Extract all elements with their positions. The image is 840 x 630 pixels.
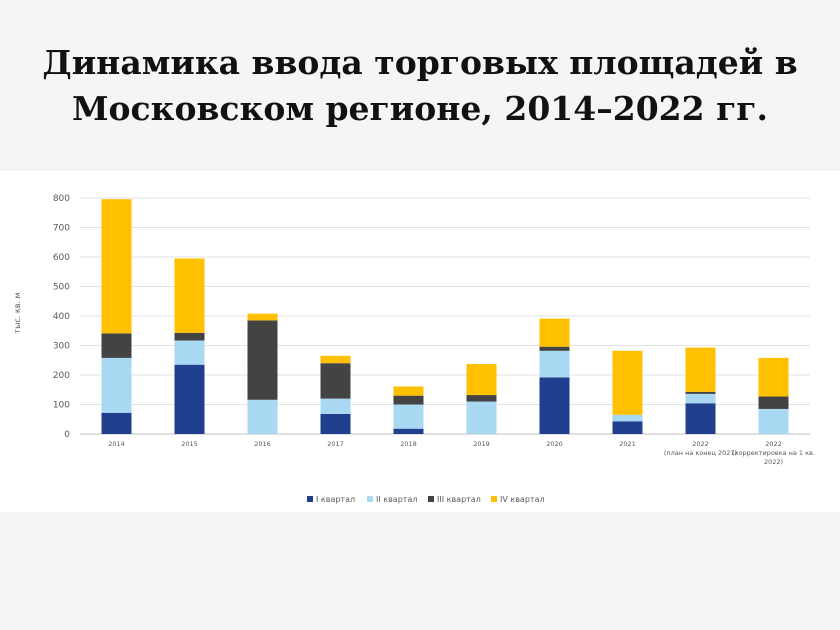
bar-segment — [393, 395, 424, 405]
bar-segment — [174, 364, 205, 434]
bar-segment — [320, 355, 351, 364]
bar-segment — [466, 364, 497, 396]
x-axis-ticks: 2014 2015 2016 2017 2018 2019 2020 2021 2022(пла… — [108, 440, 815, 466]
bar-segment — [539, 346, 570, 351]
bar-segment — [758, 357, 789, 397]
x-tick-label: 2021 — [619, 440, 636, 448]
bar-segment — [247, 399, 278, 434]
bar-segment — [539, 350, 570, 378]
x-tick-label: 2022) — [764, 458, 783, 466]
x-tick-label: 2017 — [327, 440, 344, 448]
y-tick-label: 700 — [53, 224, 70, 234]
bar-segment — [320, 398, 351, 414]
bar-segment — [174, 258, 205, 333]
x-tick-label: 2018 — [400, 440, 417, 448]
stacked-bar-chart: 0 100 200 300 400 500 600 700 800 тыс. кв. м 201… — [13, 194, 815, 504]
bar-segment — [393, 386, 424, 396]
bar-segment — [685, 403, 716, 434]
x-tick-label: 2022 — [765, 440, 782, 448]
bar-segment — [612, 421, 643, 434]
x-tick-label: 2020 — [546, 440, 563, 448]
bar-segment — [758, 396, 789, 409]
bars — [101, 199, 789, 434]
bar-segment — [247, 320, 278, 400]
x-tick-label: 2019 — [473, 440, 490, 448]
bar-segment — [466, 395, 497, 402]
legend-swatch — [428, 496, 434, 502]
bar-segment — [539, 318, 570, 347]
x-tick-label: 2022 — [692, 440, 709, 448]
chart-panel: 0 100 200 300 400 500 600 700 800 тыс. кв. м 201… — [0, 171, 840, 512]
slide-title: Динамика ввода торговых площадей в Моско… — [0, 40, 840, 132]
legend-entry: IV квартал — [500, 495, 545, 504]
legend-entry: II квартал — [376, 495, 417, 504]
x-tick-label: (корректировка на 1 кв. — [732, 449, 815, 457]
title-line-2: Московском регионе, 2014–2022 гг. — [71, 89, 768, 128]
bar-segment — [101, 412, 132, 434]
bar-segment — [320, 363, 351, 399]
bar-segment — [685, 347, 716, 392]
y-tick-label: 500 — [53, 283, 70, 293]
legend: I квартал II квартал III квартал IV квартал — [307, 495, 545, 504]
title-line-1: Динамика ввода торговых площадей в — [42, 43, 798, 82]
legend-entry: I квартал — [316, 495, 355, 504]
y-tick-label: 800 — [53, 194, 70, 204]
legend-swatch — [491, 496, 497, 502]
x-tick-label: 2014 — [108, 440, 125, 448]
x-tick-label: (план на конец 2021) — [664, 449, 737, 457]
bar-segment — [393, 428, 424, 434]
bar-segment — [685, 393, 716, 404]
y-tick-label: 100 — [53, 401, 70, 411]
bar-segment — [247, 313, 278, 321]
y-axis-label: тыс. кв. м — [13, 292, 22, 333]
y-tick-label: 0 — [64, 430, 70, 440]
legend-swatch — [307, 496, 313, 502]
bar-segment — [612, 350, 643, 415]
y-tick-label: 300 — [53, 342, 70, 352]
y-tick-label: 600 — [53, 253, 70, 263]
bar-segment — [539, 377, 570, 434]
bar-segment — [101, 199, 132, 334]
y-axis-ticks: 0 100 200 300 400 500 600 700 800 — [53, 194, 70, 440]
bar-segment — [101, 357, 132, 413]
bar-segment — [174, 332, 205, 341]
legend-swatch — [367, 496, 373, 502]
bar-segment — [320, 413, 351, 434]
x-tick-label: 2016 — [254, 440, 271, 448]
bar-segment — [174, 340, 205, 365]
bar-segment — [101, 333, 132, 358]
bar-segment — [612, 414, 643, 422]
bar-segment — [758, 408, 789, 434]
x-tick-label: 2015 — [181, 440, 198, 448]
bar-segment — [685, 391, 716, 394]
legend-entry: III квартал — [437, 495, 481, 504]
y-tick-label: 200 — [53, 371, 70, 381]
bar-segment — [466, 401, 497, 434]
y-tick-label: 400 — [53, 312, 70, 322]
bar-segment — [393, 404, 424, 429]
